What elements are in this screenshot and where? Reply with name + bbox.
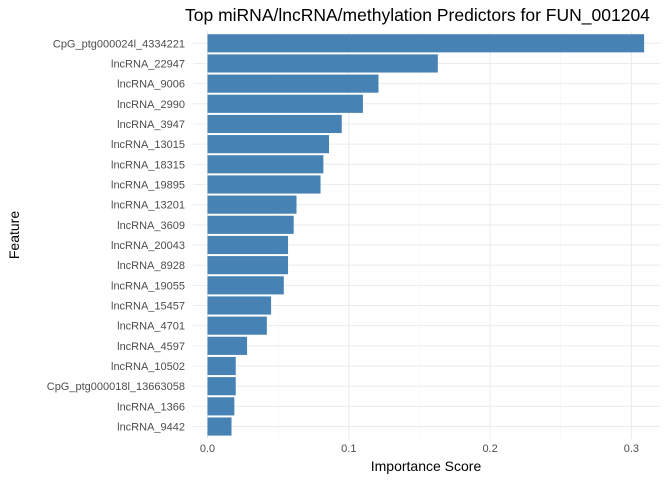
bar-lncRNA_18315 — [207, 155, 324, 174]
bar-lncRNA_10502 — [207, 356, 236, 376]
y-tick-label: lncRNA_2990 — [117, 99, 185, 111]
y-tick-label: lncRNA_9442 — [117, 422, 185, 434]
y-tick-label: lncRNA_10502 — [111, 361, 185, 373]
bar-lncRNA_9006 — [207, 74, 379, 93]
y-tick-label: lncRNA_9006 — [117, 79, 185, 91]
bar-lncRNA_20043 — [207, 235, 289, 255]
bar-lncRNA_15457 — [207, 296, 272, 315]
x-tick-labels: 0.0 0.1 0.2 0.3 — [200, 443, 639, 455]
bar-lncRNA_3609 — [207, 215, 294, 234]
bar-lncRNA_22947 — [207, 54, 438, 73]
x-tick-label: 0.3 — [624, 443, 639, 455]
bar-lncRNA_1366 — [207, 397, 235, 416]
y-tick-label: lncRNA_19895 — [111, 179, 185, 191]
y-tick-label: lncRNA_4701 — [117, 321, 185, 333]
x-tick-label: 0.0 — [200, 443, 215, 455]
y-tick-label: lncRNA_18315 — [111, 159, 185, 171]
y-tick-labels: CpG_ptg000024l_4334221 lncRNA_22947 lncRNA… — [47, 38, 185, 433]
bar-lncRNA_2990 — [207, 94, 363, 113]
bar-lncRNA_19055 — [207, 276, 284, 295]
y-tick-label: lncRNA_13201 — [111, 200, 185, 212]
bar-lncRNA_8928 — [207, 256, 289, 275]
x-tick-label: 0.1 — [341, 443, 356, 455]
bar-lncRNA_9442 — [207, 417, 232, 436]
y-tick-label: lncRNA_4597 — [117, 341, 185, 353]
y-axis-title: Feature — [6, 211, 22, 259]
bar-lncRNA_4701 — [207, 316, 267, 335]
bar-lncRNA_19895 — [207, 175, 321, 194]
chart-title: Top miRNA/lncRNA/methylation Predictors … — [185, 5, 650, 26]
y-tick-label: lncRNA_19055 — [111, 280, 185, 292]
bar-lncRNA_4597 — [207, 336, 248, 355]
bar-CpG_ptg000018l_13663058 — [207, 377, 236, 396]
bar-lncRNA_13201 — [207, 195, 297, 214]
bar-lncRNA_13015 — [207, 135, 330, 154]
bars — [207, 34, 645, 436]
y-tick-label: lncRNA_1366 — [117, 401, 185, 413]
y-tick-label: lncRNA_22947 — [111, 58, 185, 70]
y-tick-label: CpG_ptg000024l_4334221 — [53, 38, 185, 50]
y-tick-label: lncRNA_8928 — [117, 260, 185, 272]
y-tick-label: lncRNA_3947 — [117, 119, 185, 131]
bar-CpG_ptg000024l_4334221 — [207, 34, 645, 53]
x-tick-label: 0.2 — [482, 443, 497, 455]
y-tick-label: CpG_ptg000018l_13663058 — [47, 381, 185, 393]
y-tick-label: lncRNA_20043 — [111, 240, 185, 252]
bar-lncRNA_3947 — [207, 114, 342, 134]
y-tick-label: lncRNA_13015 — [111, 139, 185, 151]
y-tick-label: lncRNA_15457 — [111, 300, 185, 312]
x-axis-title: Importance Score — [371, 458, 482, 474]
y-tick-label: lncRNA_3609 — [117, 220, 185, 232]
